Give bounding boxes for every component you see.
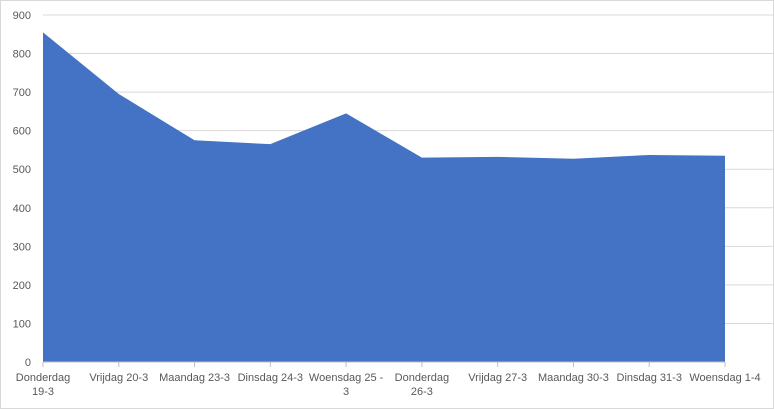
y-tick-label: 900 [13, 10, 31, 22]
area-series-fill [43, 32, 725, 362]
x-axis-ticks: Donderdag 19-3 Vrijdag 20-3 Maandag 23-3 Din… [16, 372, 761, 398]
x-tick-label: Donderdag 19-3 [16, 372, 70, 398]
x-tick-label-line: Donderdag [395, 372, 449, 384]
y-tick-label: 200 [13, 280, 31, 292]
x-tick-label-line: Maandag 30-3 [538, 372, 609, 384]
x-tick-label-line: 26-3 [411, 386, 433, 398]
y-tick-label: 400 [13, 203, 31, 215]
y-tick-label: 700 [13, 87, 31, 99]
x-axis [42, 361, 726, 367]
x-tick-label-line: Woensdag 1-4 [689, 372, 760, 384]
x-tick-label-line: 19-3 [32, 386, 54, 398]
y-tick-label: 0 [25, 357, 31, 369]
area-series [43, 32, 725, 362]
x-tick-label-line: Vrijdag 20-3 [89, 372, 148, 384]
x-tick-label-line: Dinsdag 24-3 [238, 372, 303, 384]
x-tick-label-line: Vrijdag 27-3 [468, 372, 527, 384]
x-tick-label: Woensdag 1-4 [689, 372, 760, 384]
y-tick-label: 500 [13, 164, 31, 176]
x-tick-label: Donderdag 26-3 [395, 372, 449, 398]
x-tick-label: Woensdag 25 - 3 [309, 372, 384, 398]
x-tick-label-line: 3 [343, 386, 349, 398]
x-tick-label-line: Maandag 23-3 [159, 372, 230, 384]
x-tick-label: Dinsdag 24-3 [238, 372, 303, 384]
x-tick-label: Maandag 30-3 [538, 372, 609, 384]
x-tick-label-line: Woensdag 25 - [309, 372, 384, 384]
y-tick-label: 800 [13, 49, 31, 61]
x-tick-label: Vrijdag 20-3 [89, 372, 148, 384]
y-tick-label: 300 [13, 241, 31, 253]
x-tick-label-line: Dinsdag 31-3 [617, 372, 682, 384]
x-tick-label: Vrijdag 27-3 [468, 372, 527, 384]
y-axis-ticks: 0 100 200 300 400 500 600 700 800 900 [13, 10, 31, 369]
x-tick-label: Dinsdag 31-3 [617, 372, 682, 384]
y-tick-label: 600 [13, 126, 31, 138]
x-tick-label: Maandag 23-3 [159, 372, 230, 384]
x-tick-label-line: Donderdag [16, 372, 70, 384]
y-tick-label: 100 [13, 318, 31, 330]
